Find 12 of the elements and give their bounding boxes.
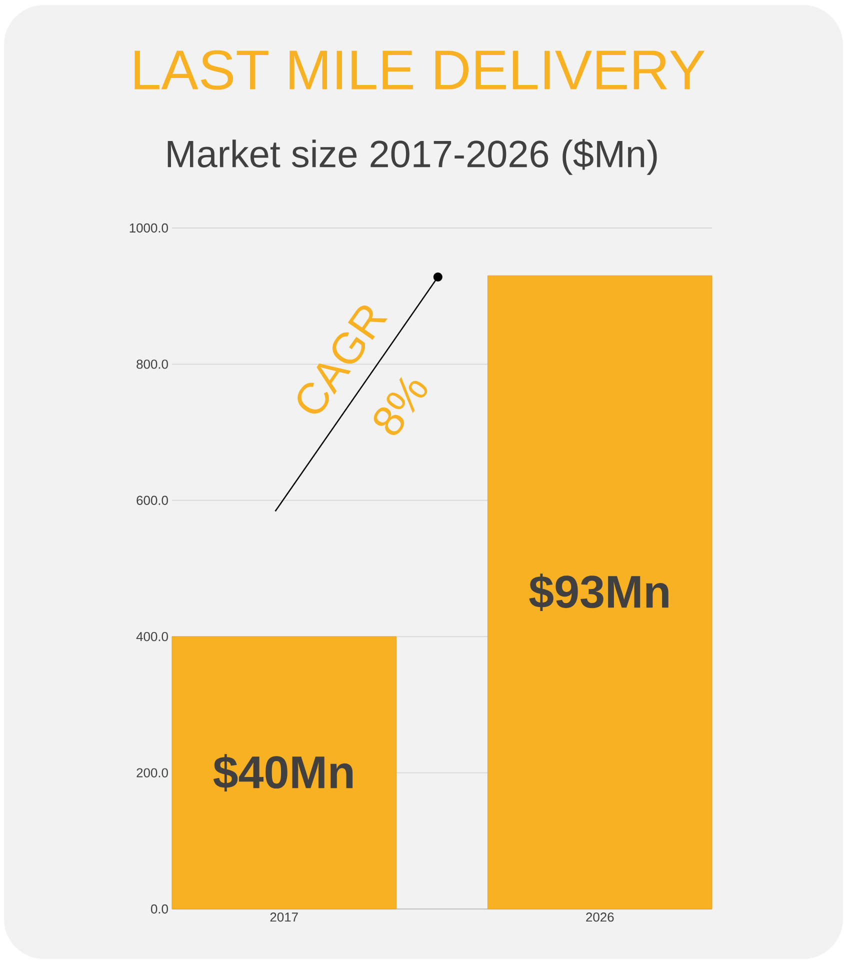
chart-subtitle: Market size 2017-2026 ($Mn) (168, 139, 657, 175)
chart-title: LAST MILE DELIVERY (134, 50, 705, 90)
x-tick-label: 2017 (270, 912, 298, 922)
annotation: $93Mn (529, 574, 668, 612)
y-tick-label: 1000.0 (130, 223, 168, 233)
annotation: $40Mn (213, 754, 353, 792)
y-tick-label: 400.0 (136, 632, 168, 642)
y-tick-label: 600.0 (136, 496, 168, 505)
y-tick-label: 200.0 (136, 768, 168, 778)
y-tick-label: 0.0 (150, 904, 168, 914)
x-tick-label: 2026 (586, 912, 614, 922)
y-tick-label: 800.0 (136, 360, 168, 369)
